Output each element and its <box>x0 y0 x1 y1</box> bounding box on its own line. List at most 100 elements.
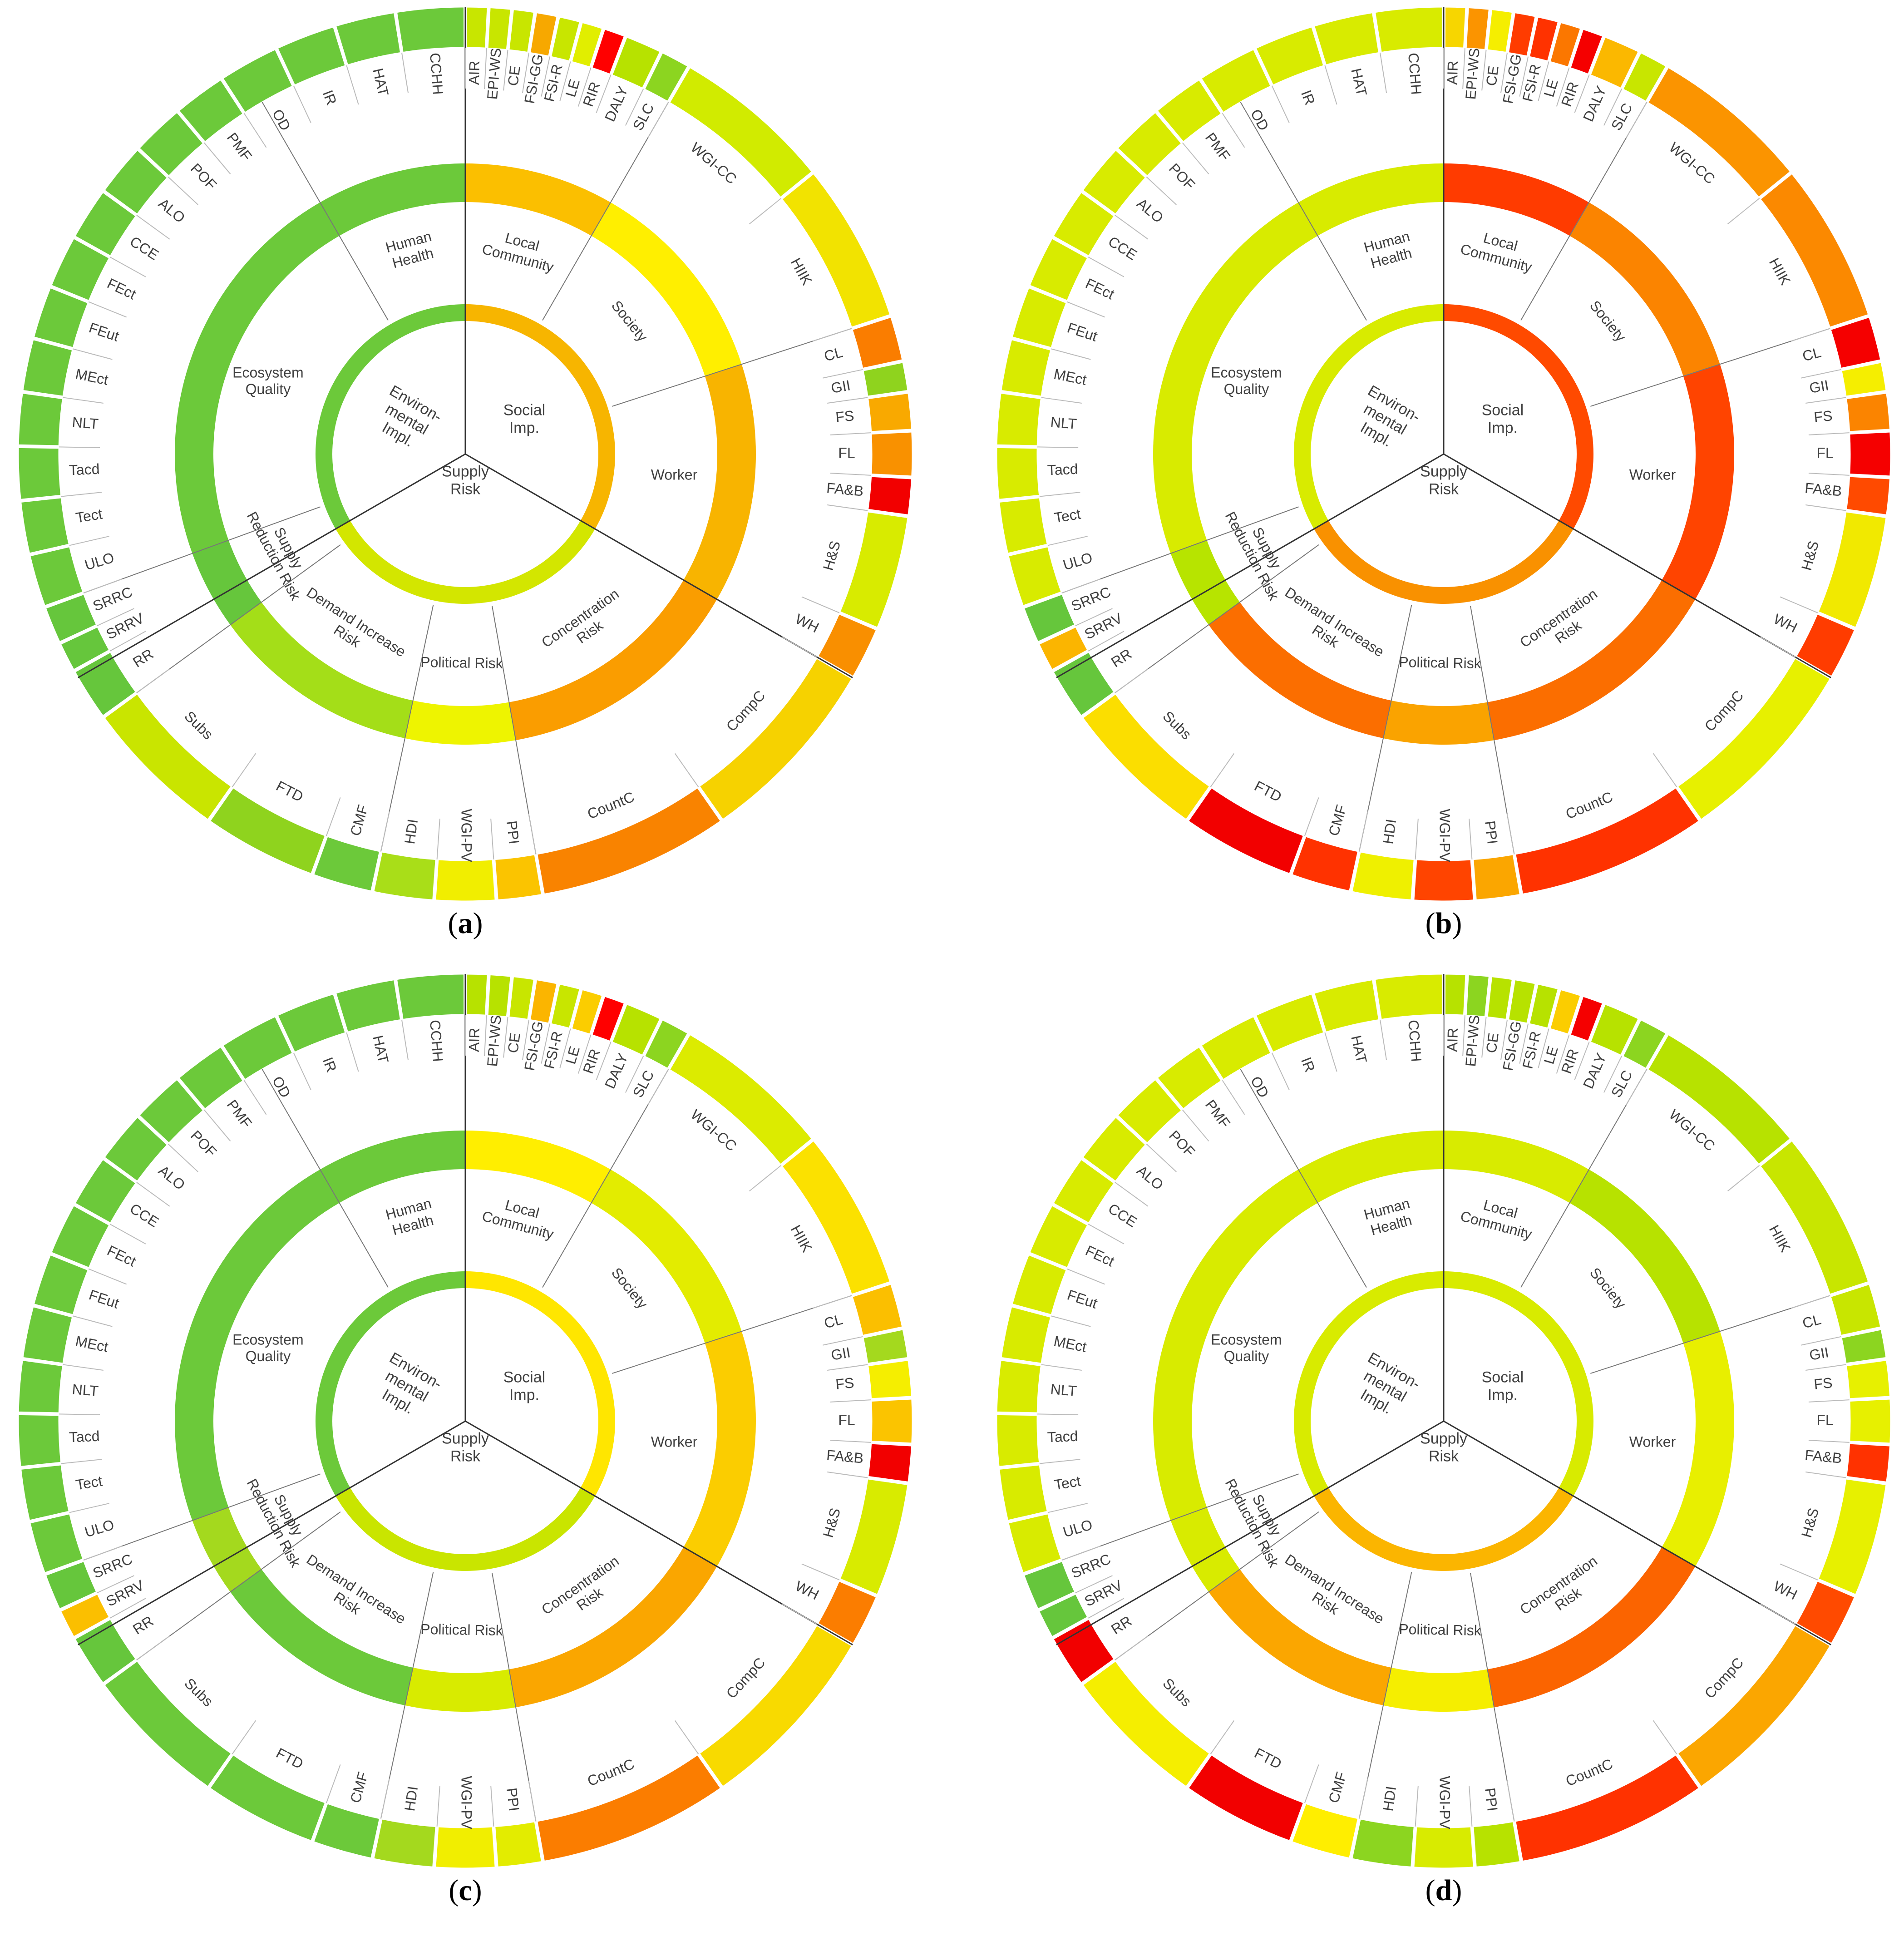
label-divider <box>1210 1720 1235 1754</box>
middle-label: Society <box>1586 1264 1629 1312</box>
outer-segment-mect <box>22 1305 74 1364</box>
middle-segment-society <box>1569 202 1720 376</box>
outer-segment-fect <box>50 1204 111 1269</box>
outer-label: FS <box>835 407 855 425</box>
outer-segment-subs <box>103 692 232 821</box>
outer-segment-cchh <box>1374 6 1444 54</box>
label-divider <box>1088 1598 1125 1619</box>
label-divider <box>1304 797 1319 836</box>
outer-label: RR <box>130 1613 156 1638</box>
outer-label: CE <box>504 1032 523 1054</box>
outer-segment-fsi-gg <box>529 11 558 57</box>
label-divider <box>69 1503 109 1513</box>
outer-label: EPI-WS <box>1462 47 1483 100</box>
outer-label: PMF <box>1202 129 1233 164</box>
label-divider <box>109 257 146 277</box>
label-divider <box>1358 1778 1368 1819</box>
middle-segment-concentration-risk <box>1487 580 1696 741</box>
subsector-divider <box>1115 1511 1319 1660</box>
outer-segment-le <box>1549 21 1582 68</box>
outer-label: HDI <box>1380 818 1399 845</box>
outer-label: ULO <box>1061 1516 1094 1541</box>
outer-segment-wgi-cc <box>1647 1033 1791 1166</box>
label-divider <box>1041 1364 1082 1371</box>
label-divider <box>1538 61 1549 101</box>
outer-label: H&S <box>820 1506 843 1539</box>
label-divider <box>436 1785 440 1827</box>
outer-segment-cl <box>851 1283 903 1337</box>
label-divider <box>1358 811 1368 852</box>
label-divider <box>1500 1019 1508 1061</box>
outer-segment-cce <box>74 1158 137 1225</box>
outer-segment-hat <box>335 978 402 1033</box>
outer-segment-srrc <box>44 593 98 643</box>
middle-segment-supply-reduction-risk <box>192 540 261 625</box>
outer-segment-cl <box>1830 1283 1882 1337</box>
outer-label: DALY <box>602 84 631 124</box>
inner-segment-environ-mental-impl- <box>1293 1271 1444 1496</box>
label-divider <box>1519 56 1529 97</box>
label-divider <box>1481 49 1487 91</box>
outer-label: ALO <box>1134 195 1166 226</box>
label-divider <box>674 753 699 787</box>
outer-label: RR <box>1108 646 1135 671</box>
subsector-divider <box>612 328 852 407</box>
outer-segment-mect <box>1000 1305 1052 1364</box>
outer-segment-srrc <box>44 1560 98 1610</box>
label-divider <box>61 1459 102 1464</box>
label-divider <box>168 176 198 205</box>
outer-label: DALY <box>1580 84 1609 124</box>
outer-segment-ce <box>508 9 535 54</box>
outer-label: HIIK <box>788 255 815 288</box>
label-divider <box>813 1295 852 1309</box>
outer-segment-h-s <box>839 1478 909 1596</box>
outer-segment-ppi <box>1472 1821 1521 1868</box>
label-divider <box>625 1056 644 1093</box>
outer-label: CountC <box>1563 1755 1615 1789</box>
outer-label: EPI-WS <box>484 1014 504 1067</box>
middle-segment-human-health <box>1298 1131 1444 1203</box>
outer-label: WGI-PV <box>459 809 475 862</box>
outer-segment-pmf <box>178 1046 244 1111</box>
outer-segment-hdi <box>1351 1818 1415 1868</box>
outer-segment-slc <box>1622 51 1667 103</box>
outer-segment-rir <box>1569 28 1604 75</box>
outer-segment-cchh <box>395 973 465 1021</box>
subsector-divider <box>1240 1069 1367 1288</box>
outer-label: CompC <box>1702 1655 1747 1702</box>
subsector-divider <box>1590 328 1830 407</box>
outer-label: Tect <box>74 1473 104 1493</box>
outer-segment-compc <box>1677 657 1831 821</box>
outer-segment-fl <box>870 431 913 477</box>
label-divider <box>232 753 256 787</box>
label-divider <box>1805 1364 1846 1371</box>
outer-label: FEct <box>104 275 138 303</box>
outer-label: CountC <box>1563 788 1615 822</box>
outer-label: Tect <box>1053 506 1082 526</box>
outer-segment-ulo <box>1007 1512 1063 1574</box>
outer-segment-le <box>1549 988 1582 1035</box>
subsector-divider <box>492 1573 537 1822</box>
label-divider <box>830 473 871 476</box>
label-divider <box>1760 636 1796 658</box>
label-divider <box>1791 328 1830 342</box>
label-divider <box>823 1336 863 1346</box>
outer-label: Subs <box>1159 708 1194 743</box>
label-divider <box>830 1440 871 1443</box>
subsector-divider <box>1115 544 1319 693</box>
label-divider <box>625 89 644 126</box>
outer-label: FS <box>835 1374 855 1393</box>
label-divider <box>346 65 359 105</box>
outer-label: HAT <box>1348 67 1370 98</box>
outer-label: NLT <box>71 1381 99 1399</box>
outer-label: PPI <box>503 820 523 845</box>
outer-segment-mect <box>22 338 74 397</box>
outer-label: CCE <box>1105 1200 1140 1230</box>
outer-segment-gii <box>1840 1328 1887 1364</box>
middle-label: ConcentrationRisk <box>1517 1553 1610 1632</box>
label-divider <box>73 1315 113 1327</box>
outer-segment-cce <box>74 191 137 257</box>
middle-segment-supply-reduction-risk <box>1170 540 1240 625</box>
outer-label: FEut <box>87 1286 121 1312</box>
label-divider <box>88 1268 127 1285</box>
